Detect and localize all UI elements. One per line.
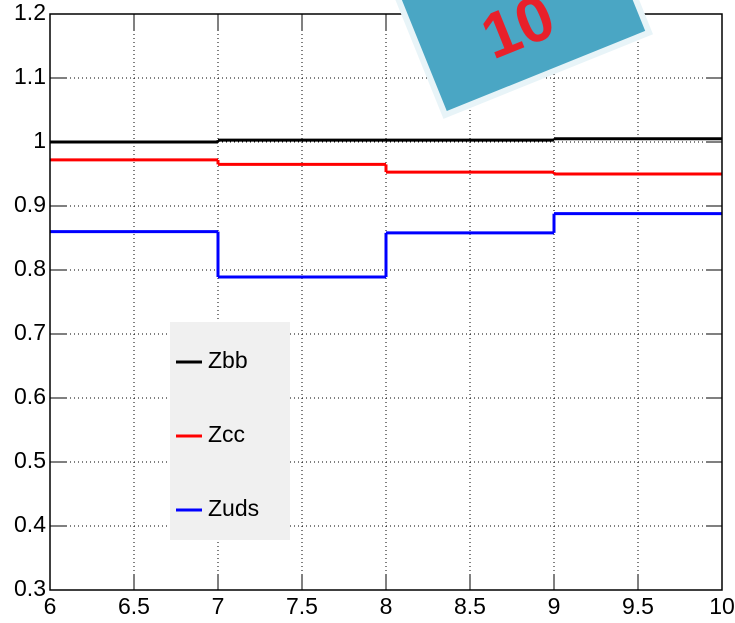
y-tick-label: 0.5 <box>14 447 46 473</box>
x-tick-label: 10 <box>709 593 735 619</box>
y-tick-label: 0.4 <box>14 511 46 537</box>
stamp-box <box>385 0 654 119</box>
legend-label: Zbb <box>208 347 248 373</box>
x-tick-label: 6.5 <box>118 593 150 619</box>
x-tick-label: 8.5 <box>454 593 486 619</box>
y-tick-label: 1.1 <box>14 63 46 89</box>
x-tick-label: 9.5 <box>622 593 654 619</box>
y-tick-label: 0.8 <box>14 255 46 281</box>
y-tick-label: 1.2 <box>14 0 46 25</box>
y-tick-label: 0.3 <box>14 575 46 601</box>
plot-frame <box>49 13 723 591</box>
legend-label: Zuds <box>208 495 259 521</box>
x-tick-label: 6 <box>44 593 57 619</box>
x-tick-label: 8 <box>380 593 393 619</box>
legend-label: Zcc <box>208 421 245 447</box>
x-tick-label: 7 <box>212 593 225 619</box>
stamp: 10 <box>385 0 654 119</box>
y-tick-label: 0.9 <box>14 191 46 217</box>
y-tick-label: 1 <box>33 127 46 153</box>
legend <box>170 322 290 540</box>
x-tick-label: 9 <box>548 593 561 619</box>
y-tick-label: 0.6 <box>14 383 46 409</box>
x-tick-label: 7.5 <box>286 593 318 619</box>
y-tick-label: 0.7 <box>14 319 46 345</box>
